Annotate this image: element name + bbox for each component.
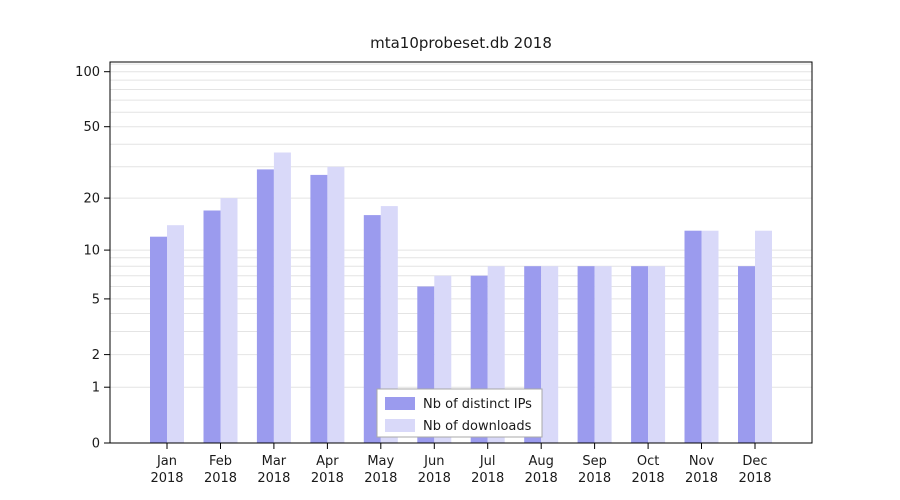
y-tick-label: 100 — [75, 65, 100, 80]
x-tick-label-year: 2018 — [471, 471, 504, 486]
legend-swatch — [385, 419, 415, 432]
x-tick-label-year: 2018 — [578, 471, 611, 486]
bar-nb-of-downloads-oct — [648, 266, 666, 443]
y-tick-label: 0 — [92, 437, 100, 452]
x-tick-label-month: Nov — [689, 454, 715, 469]
legend-label: Nb of distinct IPs — [423, 397, 532, 412]
x-tick-label-month: Mar — [262, 454, 287, 469]
x-tick-label-year: 2018 — [311, 471, 344, 486]
bar-nb-of-distinct-ips-may — [363, 215, 381, 443]
bar-nb-of-distinct-ips-mar — [256, 169, 274, 443]
legend: Nb of distinct IPs Nb of downloads — [376, 388, 543, 438]
x-tick-label-year: 2018 — [685, 471, 718, 486]
bar-nb-of-downloads-nov — [701, 230, 719, 443]
bar-nb-of-distinct-ips-nov — [684, 230, 702, 443]
x-tick-label-month: May — [367, 454, 394, 469]
axes-layer: 0 1 2 5 10 20 50 100 Jan 2018 Feb 2018 Mar 2018 Apr 201… — [75, 61, 813, 486]
x-tick-label-year: 2018 — [257, 471, 290, 486]
legend-label: Nb of downloads — [423, 419, 532, 434]
bar-nb-of-downloads-jan — [167, 225, 184, 443]
bar-nb-of-downloads-may — [380, 206, 398, 443]
y-tick-label: 1 — [92, 381, 100, 396]
bar-nb-of-downloads-aug — [541, 266, 559, 443]
x-tick-label-month: Jan — [156, 454, 177, 469]
bar-nb-of-distinct-ips-feb — [203, 210, 221, 443]
x-tick-label-month: Apr — [316, 454, 339, 469]
bar-nb-of-distinct-ips-jan — [150, 236, 167, 443]
x-tick-label-year: 2018 — [204, 471, 237, 486]
bar-nb-of-distinct-ips-dec — [738, 266, 755, 443]
x-tick-label-year: 2018 — [738, 471, 771, 486]
x-tick-label-year: 2018 — [418, 471, 451, 486]
legend-swatch — [385, 397, 415, 410]
x-tick-label-year: 2018 — [525, 471, 558, 486]
x-tick-label-month: Aug — [529, 454, 554, 469]
bar-nb-of-downloads-dec — [755, 230, 772, 443]
bar-nb-of-distinct-ips-apr — [310, 174, 328, 443]
axis-frame — [109, 61, 813, 444]
bar-nb-of-distinct-ips-oct — [631, 266, 649, 443]
x-tick-label-year: 2018 — [150, 471, 183, 486]
y-tick-label: 2 — [92, 348, 100, 363]
y-tick-label: 20 — [83, 192, 100, 207]
bar-nb-of-downloads-feb — [220, 198, 238, 443]
x-tick-label-month: Sep — [582, 454, 607, 469]
x-tick-label-month: Dec — [742, 454, 767, 469]
x-tick-label-year: 2018 — [364, 471, 397, 486]
y-tick-label: 10 — [83, 244, 100, 259]
x-tick-label-month: Jul — [479, 454, 496, 469]
bar-nb-of-distinct-ips-sep — [577, 266, 595, 443]
y-tick-label: 50 — [83, 120, 100, 135]
chart-title: mta10probeset.db 2018 — [370, 34, 552, 52]
bar-nb-of-downloads-sep — [594, 266, 612, 443]
bar-nb-of-downloads-apr — [327, 166, 345, 444]
x-tick-label-year: 2018 — [632, 471, 665, 486]
y-tick-label: 5 — [92, 292, 100, 307]
x-tick-label-month: Jun — [423, 454, 444, 469]
x-tick-label-month: Oct — [637, 454, 659, 469]
bar-nb-of-downloads-mar — [273, 152, 291, 443]
x-tick-label-month: Feb — [209, 454, 232, 469]
